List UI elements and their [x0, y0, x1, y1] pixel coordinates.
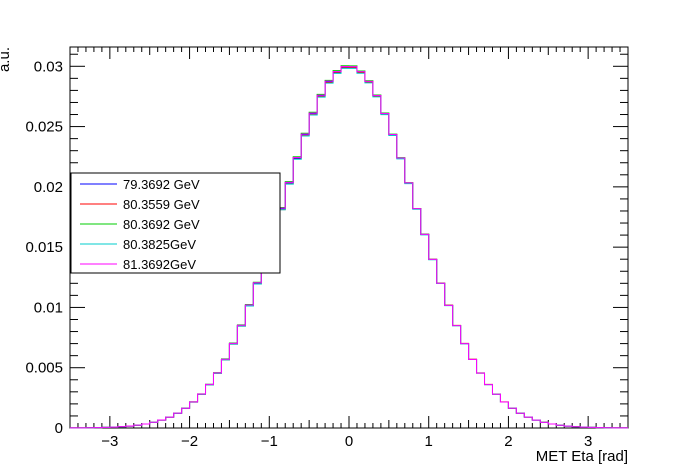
- y-tick-label: 0.03: [34, 58, 63, 75]
- legend-box: [70, 172, 281, 274]
- legend-label-3: 80.3825GeV: [123, 237, 196, 252]
- x-tick-label: −1: [261, 433, 278, 450]
- legend-label-4: 81.3692GeV: [123, 257, 196, 272]
- histogram-series: [70, 65, 628, 429]
- x-tick-label: 1: [425, 433, 433, 450]
- y-tick-label: 0.01: [34, 299, 63, 316]
- y-tick-label: 0.015: [25, 239, 63, 256]
- y-tick-label: 0.005: [25, 360, 63, 377]
- x-tick-label: 3: [584, 433, 592, 450]
- x-tick-label: −2: [181, 433, 198, 450]
- legend-label-0: 79.3692 GeV: [123, 177, 200, 192]
- x-tick-label: −3: [101, 433, 118, 450]
- series-line-4: [70, 66, 628, 429]
- legend-label-1: 80.3559 GeV: [123, 197, 200, 212]
- y-tick-label: 0.02: [34, 179, 63, 196]
- y-axis-label: a.u.: [0, 47, 13, 72]
- legend-label-2: 80.3692 GeV: [123, 217, 200, 232]
- y-tick-label: 0: [55, 420, 63, 437]
- x-tick-label: 0: [345, 433, 353, 450]
- legend: 79.3692 GeV 80.3559 GeV 80.3692 GeV 80.3825…: [70, 172, 281, 274]
- y-tick-label: 0.025: [25, 119, 63, 136]
- x-axis-label: MET Eta [rad]: [536, 448, 628, 465]
- x-tick-label: 2: [504, 433, 512, 450]
- x-axis-ticks: −3 −2 −1 0 1 2 3: [69, 47, 629, 450]
